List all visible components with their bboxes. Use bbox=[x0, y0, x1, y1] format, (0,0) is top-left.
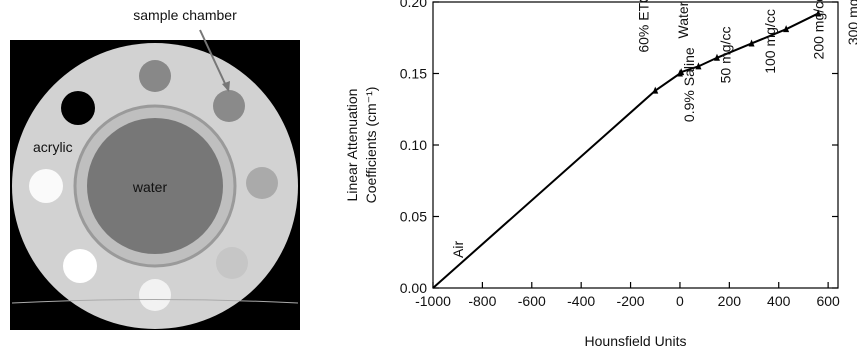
ct-image: sample chamber acrylic water bbox=[10, 7, 300, 330]
y-tick-label: 0.10 bbox=[400, 137, 427, 153]
chamber bbox=[213, 90, 245, 122]
point-label: 100 mg/cc bbox=[762, 9, 778, 74]
y-axis-label: Coefficients (cm⁻¹) bbox=[363, 87, 379, 204]
point-label: Water bbox=[675, 1, 691, 38]
x-tick-label: 0 bbox=[676, 293, 684, 309]
x-tick-label: -200 bbox=[617, 293, 645, 309]
chamber bbox=[29, 169, 63, 203]
page: {"image": {"labels": ["sample chamber", … bbox=[0, 0, 857, 361]
chamber bbox=[246, 167, 278, 199]
x-tick-label: -800 bbox=[468, 293, 496, 309]
data-line bbox=[433, 13, 818, 288]
chart: 0.000.050.100.150.20-1000-800-600-400-20… bbox=[344, 0, 857, 349]
x-axis-label: Hounsfield Units bbox=[585, 333, 687, 349]
y-axis-label: Linear Attenuation bbox=[344, 89, 360, 202]
point-label: Air bbox=[450, 241, 466, 258]
x-tick-label: -400 bbox=[567, 293, 595, 309]
chamber bbox=[139, 60, 171, 92]
y-tick-label: 0.20 bbox=[400, 0, 427, 10]
point-label: 0.9% Saline bbox=[681, 47, 697, 122]
chamber bbox=[61, 91, 95, 125]
point-label: 50 mg/cc bbox=[717, 27, 733, 84]
image-label: water bbox=[132, 179, 168, 195]
x-tick-label: -600 bbox=[518, 293, 546, 309]
point-label: 300 mg/cc bbox=[845, 0, 857, 45]
image-label: sample chamber bbox=[133, 7, 237, 23]
point-label: 200 mg/cc bbox=[811, 0, 827, 59]
image-label: acrylic bbox=[33, 139, 73, 155]
x-tick-label: -1000 bbox=[415, 293, 451, 309]
y-tick-label: 0.05 bbox=[400, 209, 427, 225]
figure: sample chamber acrylic water 0.000.050.1… bbox=[0, 0, 857, 356]
x-tick-label: 600 bbox=[816, 293, 840, 309]
chamber bbox=[139, 279, 171, 311]
y-tick-label: 0.15 bbox=[400, 66, 427, 82]
chamber bbox=[216, 247, 248, 279]
x-tick-label: 400 bbox=[767, 293, 791, 309]
point-label: 60% ETOH bbox=[635, 0, 651, 53]
x-tick-label: 200 bbox=[718, 293, 742, 309]
chamber bbox=[63, 249, 97, 283]
